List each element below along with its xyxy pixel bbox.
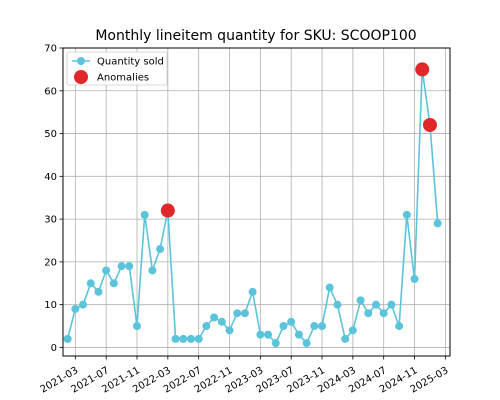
data-point — [202, 322, 211, 331]
data-point — [109, 279, 118, 288]
data-point — [71, 304, 80, 313]
data-point — [371, 300, 380, 309]
data-point — [233, 309, 242, 318]
data-point — [179, 334, 188, 343]
series-polyline — [66, 68, 439, 345]
data-point — [364, 309, 373, 318]
data-point — [63, 334, 72, 343]
data-point — [279, 322, 288, 331]
data-point — [248, 287, 257, 296]
data-point — [256, 330, 265, 339]
legend: Quantity sold Anomalies — [66, 51, 168, 86]
data-point — [264, 330, 273, 339]
data-point — [148, 266, 157, 275]
data-point — [140, 210, 149, 219]
data-point — [325, 283, 334, 292]
series-points — [63, 65, 442, 348]
chart-title: Monthly lineitem quantity for SKU: SCOOP… — [95, 28, 416, 44]
y-tick-label: 30 — [44, 215, 57, 226]
data-point — [318, 322, 327, 331]
legend-marker-swatch — [77, 57, 85, 65]
data-point — [125, 262, 134, 271]
data-point — [433, 219, 442, 228]
series-line — [66, 68, 439, 345]
data-point — [210, 313, 219, 322]
anomaly-points — [160, 62, 437, 218]
data-point — [333, 300, 342, 309]
y-tick-label: 0 — [51, 343, 57, 354]
data-point — [186, 334, 195, 343]
data-point — [133, 322, 142, 331]
data-point — [395, 322, 404, 331]
legend-anomaly-swatch — [74, 70, 88, 84]
data-point — [379, 309, 388, 318]
data-point — [271, 339, 280, 348]
data-point — [217, 317, 226, 326]
data-point — [310, 322, 319, 331]
y-axis: 0 10 20 30 40 50 60 70 — [44, 44, 63, 354]
data-point — [402, 210, 411, 219]
data-point — [348, 326, 357, 335]
data-point — [410, 275, 419, 283]
data-point — [171, 334, 180, 343]
data-point — [86, 279, 95, 288]
anomaly-point — [422, 118, 437, 132]
data-point — [302, 339, 311, 348]
y-tick-label: 70 — [44, 44, 57, 55]
data-point — [294, 330, 303, 339]
data-point — [287, 317, 296, 326]
legend-label-quantity: Quantity sold — [97, 57, 164, 68]
x-axis: 2021-032021-072021-112022-032022-072022-… — [39, 356, 450, 396]
y-tick-label: 20 — [44, 257, 57, 268]
anomaly-point — [160, 203, 175, 218]
y-tick-label: 50 — [44, 129, 57, 140]
legend-label-anomalies: Anomalies — [97, 73, 149, 84]
data-point — [387, 300, 396, 309]
data-point — [94, 287, 103, 296]
data-point — [341, 334, 350, 343]
plot-frame — [62, 47, 451, 357]
data-point — [240, 309, 249, 318]
data-point — [102, 266, 111, 275]
data-point — [356, 296, 365, 305]
legend-box — [66, 51, 168, 86]
data-point — [225, 326, 234, 335]
anomaly-point — [415, 62, 430, 77]
data-point — [156, 245, 165, 254]
data-point — [117, 262, 126, 271]
data-point — [79, 300, 88, 309]
grid — [63, 47, 450, 356]
y-tick-label: 60 — [44, 86, 57, 97]
data-point — [194, 334, 203, 343]
y-tick-label: 10 — [44, 300, 57, 311]
y-tick-label: 40 — [44, 172, 57, 183]
